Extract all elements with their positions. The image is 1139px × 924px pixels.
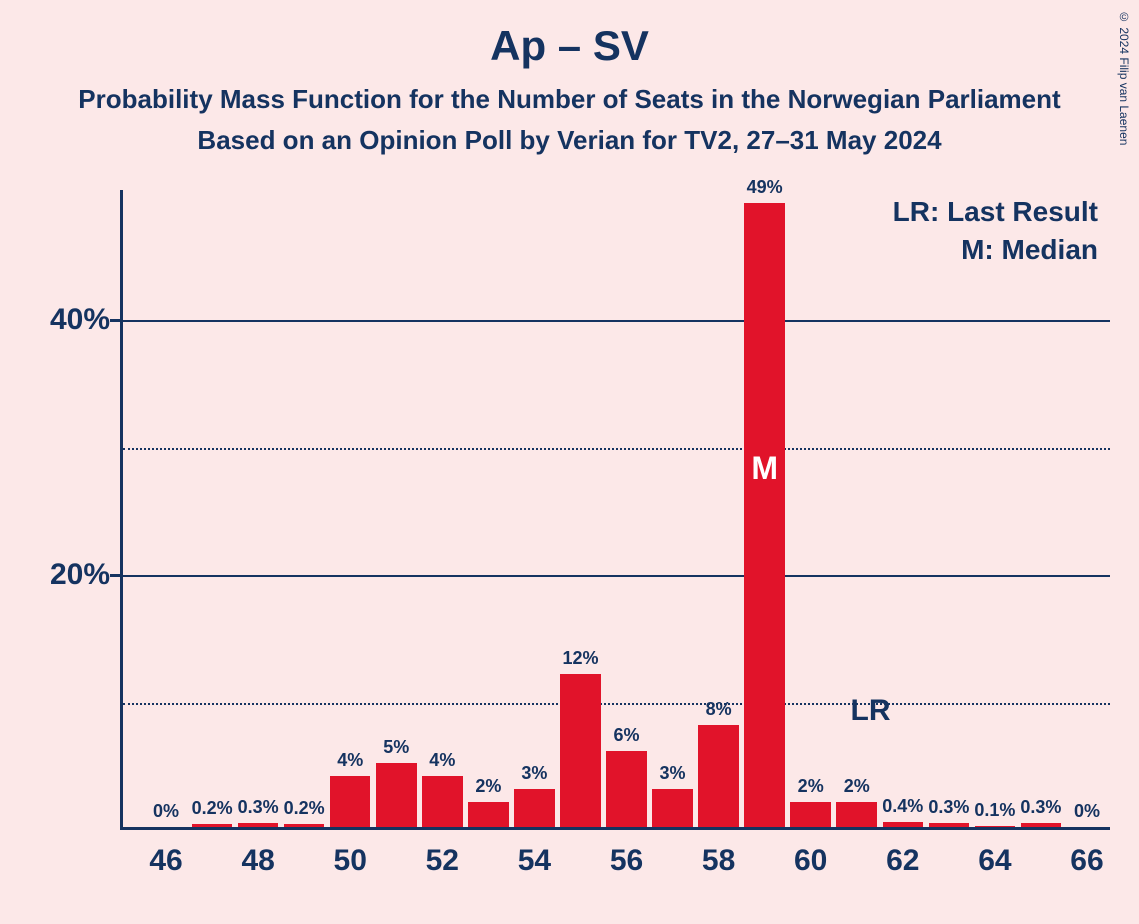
bar-value-label: 8% bbox=[706, 699, 732, 720]
bar-value-label: 49% bbox=[747, 177, 783, 198]
copyright-text: © 2024 Filip van Laenen bbox=[1117, 10, 1131, 145]
x-tick-label: 62 bbox=[886, 844, 919, 878]
bar bbox=[975, 826, 1016, 827]
bar bbox=[560, 674, 601, 827]
bar bbox=[514, 789, 555, 827]
y-tick-label: 40% bbox=[10, 303, 110, 337]
bar-value-label: 2% bbox=[475, 776, 501, 797]
legend-last-result: LR: Last Result bbox=[893, 196, 1098, 228]
bar bbox=[836, 802, 877, 827]
bar bbox=[652, 789, 693, 827]
median-marker: M bbox=[751, 450, 778, 487]
bar bbox=[606, 751, 647, 827]
chart-title: Ap – SV bbox=[0, 0, 1139, 70]
bar-value-label: 0.3% bbox=[928, 797, 969, 818]
bar-value-label: 0% bbox=[1074, 801, 1100, 822]
bar-value-label: 0.3% bbox=[1020, 797, 1061, 818]
y-axis bbox=[120, 190, 123, 830]
bar bbox=[238, 823, 279, 827]
chart-subtitle-2: Based on an Opinion Poll by Verian for T… bbox=[0, 115, 1139, 156]
x-tick-label: 60 bbox=[794, 844, 827, 878]
bar-value-label: 0.4% bbox=[882, 796, 923, 817]
bar-value-label: 5% bbox=[383, 737, 409, 758]
bar bbox=[698, 725, 739, 827]
bar-value-label: 6% bbox=[613, 725, 639, 746]
bar-value-label: 4% bbox=[337, 750, 363, 771]
last-result-marker: LR bbox=[851, 694, 891, 728]
bar bbox=[284, 824, 325, 827]
x-tick-label: 50 bbox=[334, 844, 367, 878]
x-tick-label: 64 bbox=[978, 844, 1011, 878]
x-axis bbox=[120, 827, 1110, 830]
x-tick-label: 56 bbox=[610, 844, 643, 878]
x-tick-label: 66 bbox=[1070, 844, 1103, 878]
y-tick-mark bbox=[110, 574, 120, 577]
x-tick-label: 58 bbox=[702, 844, 735, 878]
legend-median: M: Median bbox=[961, 234, 1098, 266]
bar-value-label: 12% bbox=[562, 648, 598, 669]
chart-plot-area: LR: Last Result M: Median 20%40%46485052… bbox=[120, 190, 1110, 830]
bar-value-label: 0.2% bbox=[284, 798, 325, 819]
chart-subtitle-1: Probability Mass Function for the Number… bbox=[0, 70, 1139, 115]
bar-value-label: 0.2% bbox=[192, 798, 233, 819]
bar-value-label: 3% bbox=[521, 763, 547, 784]
bar-value-label: 0% bbox=[153, 801, 179, 822]
gridline-major bbox=[123, 575, 1110, 577]
bar bbox=[744, 203, 785, 827]
bar bbox=[330, 776, 371, 827]
bar bbox=[376, 763, 417, 827]
x-tick-label: 52 bbox=[426, 844, 459, 878]
bar bbox=[1021, 823, 1062, 827]
bar bbox=[422, 776, 463, 827]
bar bbox=[192, 824, 233, 827]
y-tick-label: 20% bbox=[10, 558, 110, 592]
x-tick-label: 54 bbox=[518, 844, 551, 878]
x-tick-label: 46 bbox=[149, 844, 182, 878]
x-tick-label: 48 bbox=[241, 844, 274, 878]
gridline-minor bbox=[123, 448, 1110, 450]
bar bbox=[790, 802, 831, 827]
y-tick-mark bbox=[110, 319, 120, 322]
bar bbox=[468, 802, 509, 827]
bar-value-label: 0.3% bbox=[238, 797, 279, 818]
bar-value-label: 4% bbox=[429, 750, 455, 771]
bar-value-label: 2% bbox=[798, 776, 824, 797]
bar-value-label: 2% bbox=[844, 776, 870, 797]
bar bbox=[883, 822, 924, 827]
bar bbox=[929, 823, 970, 827]
gridline-minor bbox=[123, 703, 1110, 705]
gridline-major bbox=[123, 320, 1110, 322]
bar-value-label: 0.1% bbox=[974, 800, 1015, 821]
bar-value-label: 3% bbox=[660, 763, 686, 784]
